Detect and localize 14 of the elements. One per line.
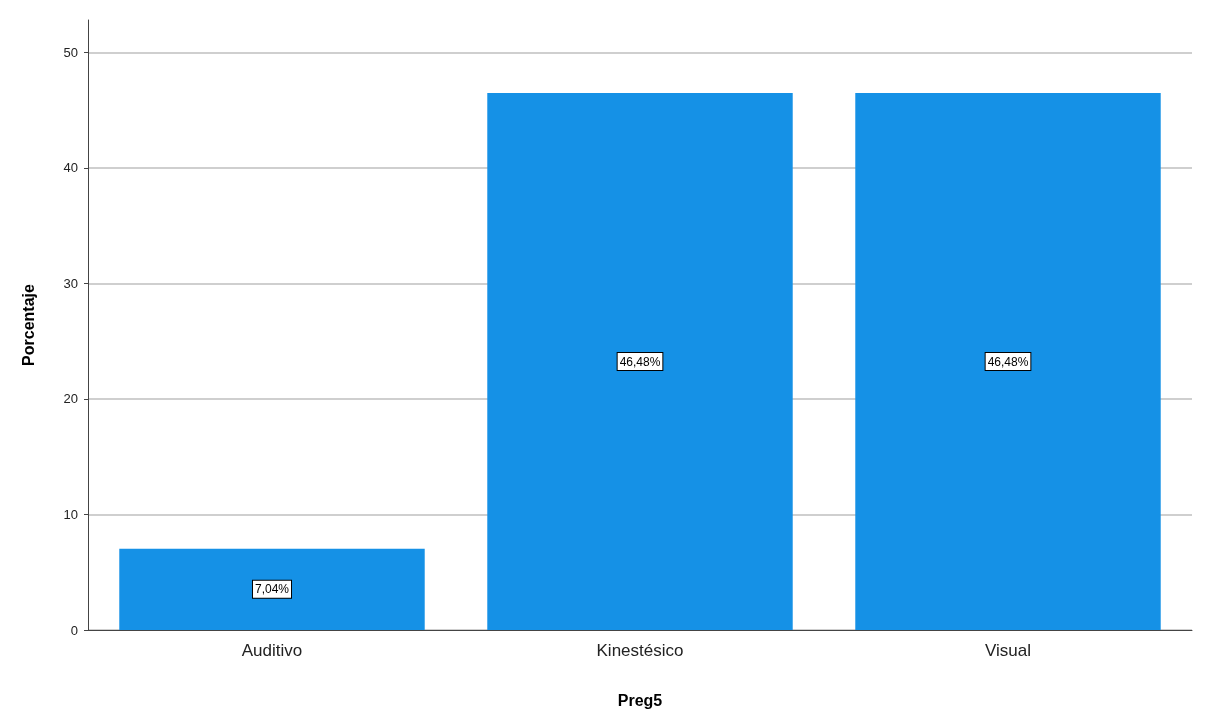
x-tick-label: Visual [985, 641, 1031, 660]
data-label: 46,48% [987, 354, 1029, 369]
data-label: 7,04% [254, 582, 290, 597]
x-axis-title: Preg5 [617, 691, 663, 709]
x-tick-label: Kinestésico [596, 641, 684, 660]
y-axis-title: Porcentaje [19, 283, 37, 366]
y-tick-label: 10 [63, 506, 78, 522]
y-tick-label: 50 [63, 44, 78, 60]
y-tick-label: 0 [70, 622, 78, 638]
y-tick-label: 20 [63, 391, 78, 407]
data-label: 46,48% [619, 354, 661, 369]
y-tick-label: 30 [63, 275, 78, 291]
y-tick-label: 40 [63, 160, 78, 176]
x-tick-label: Auditivo [241, 641, 303, 660]
